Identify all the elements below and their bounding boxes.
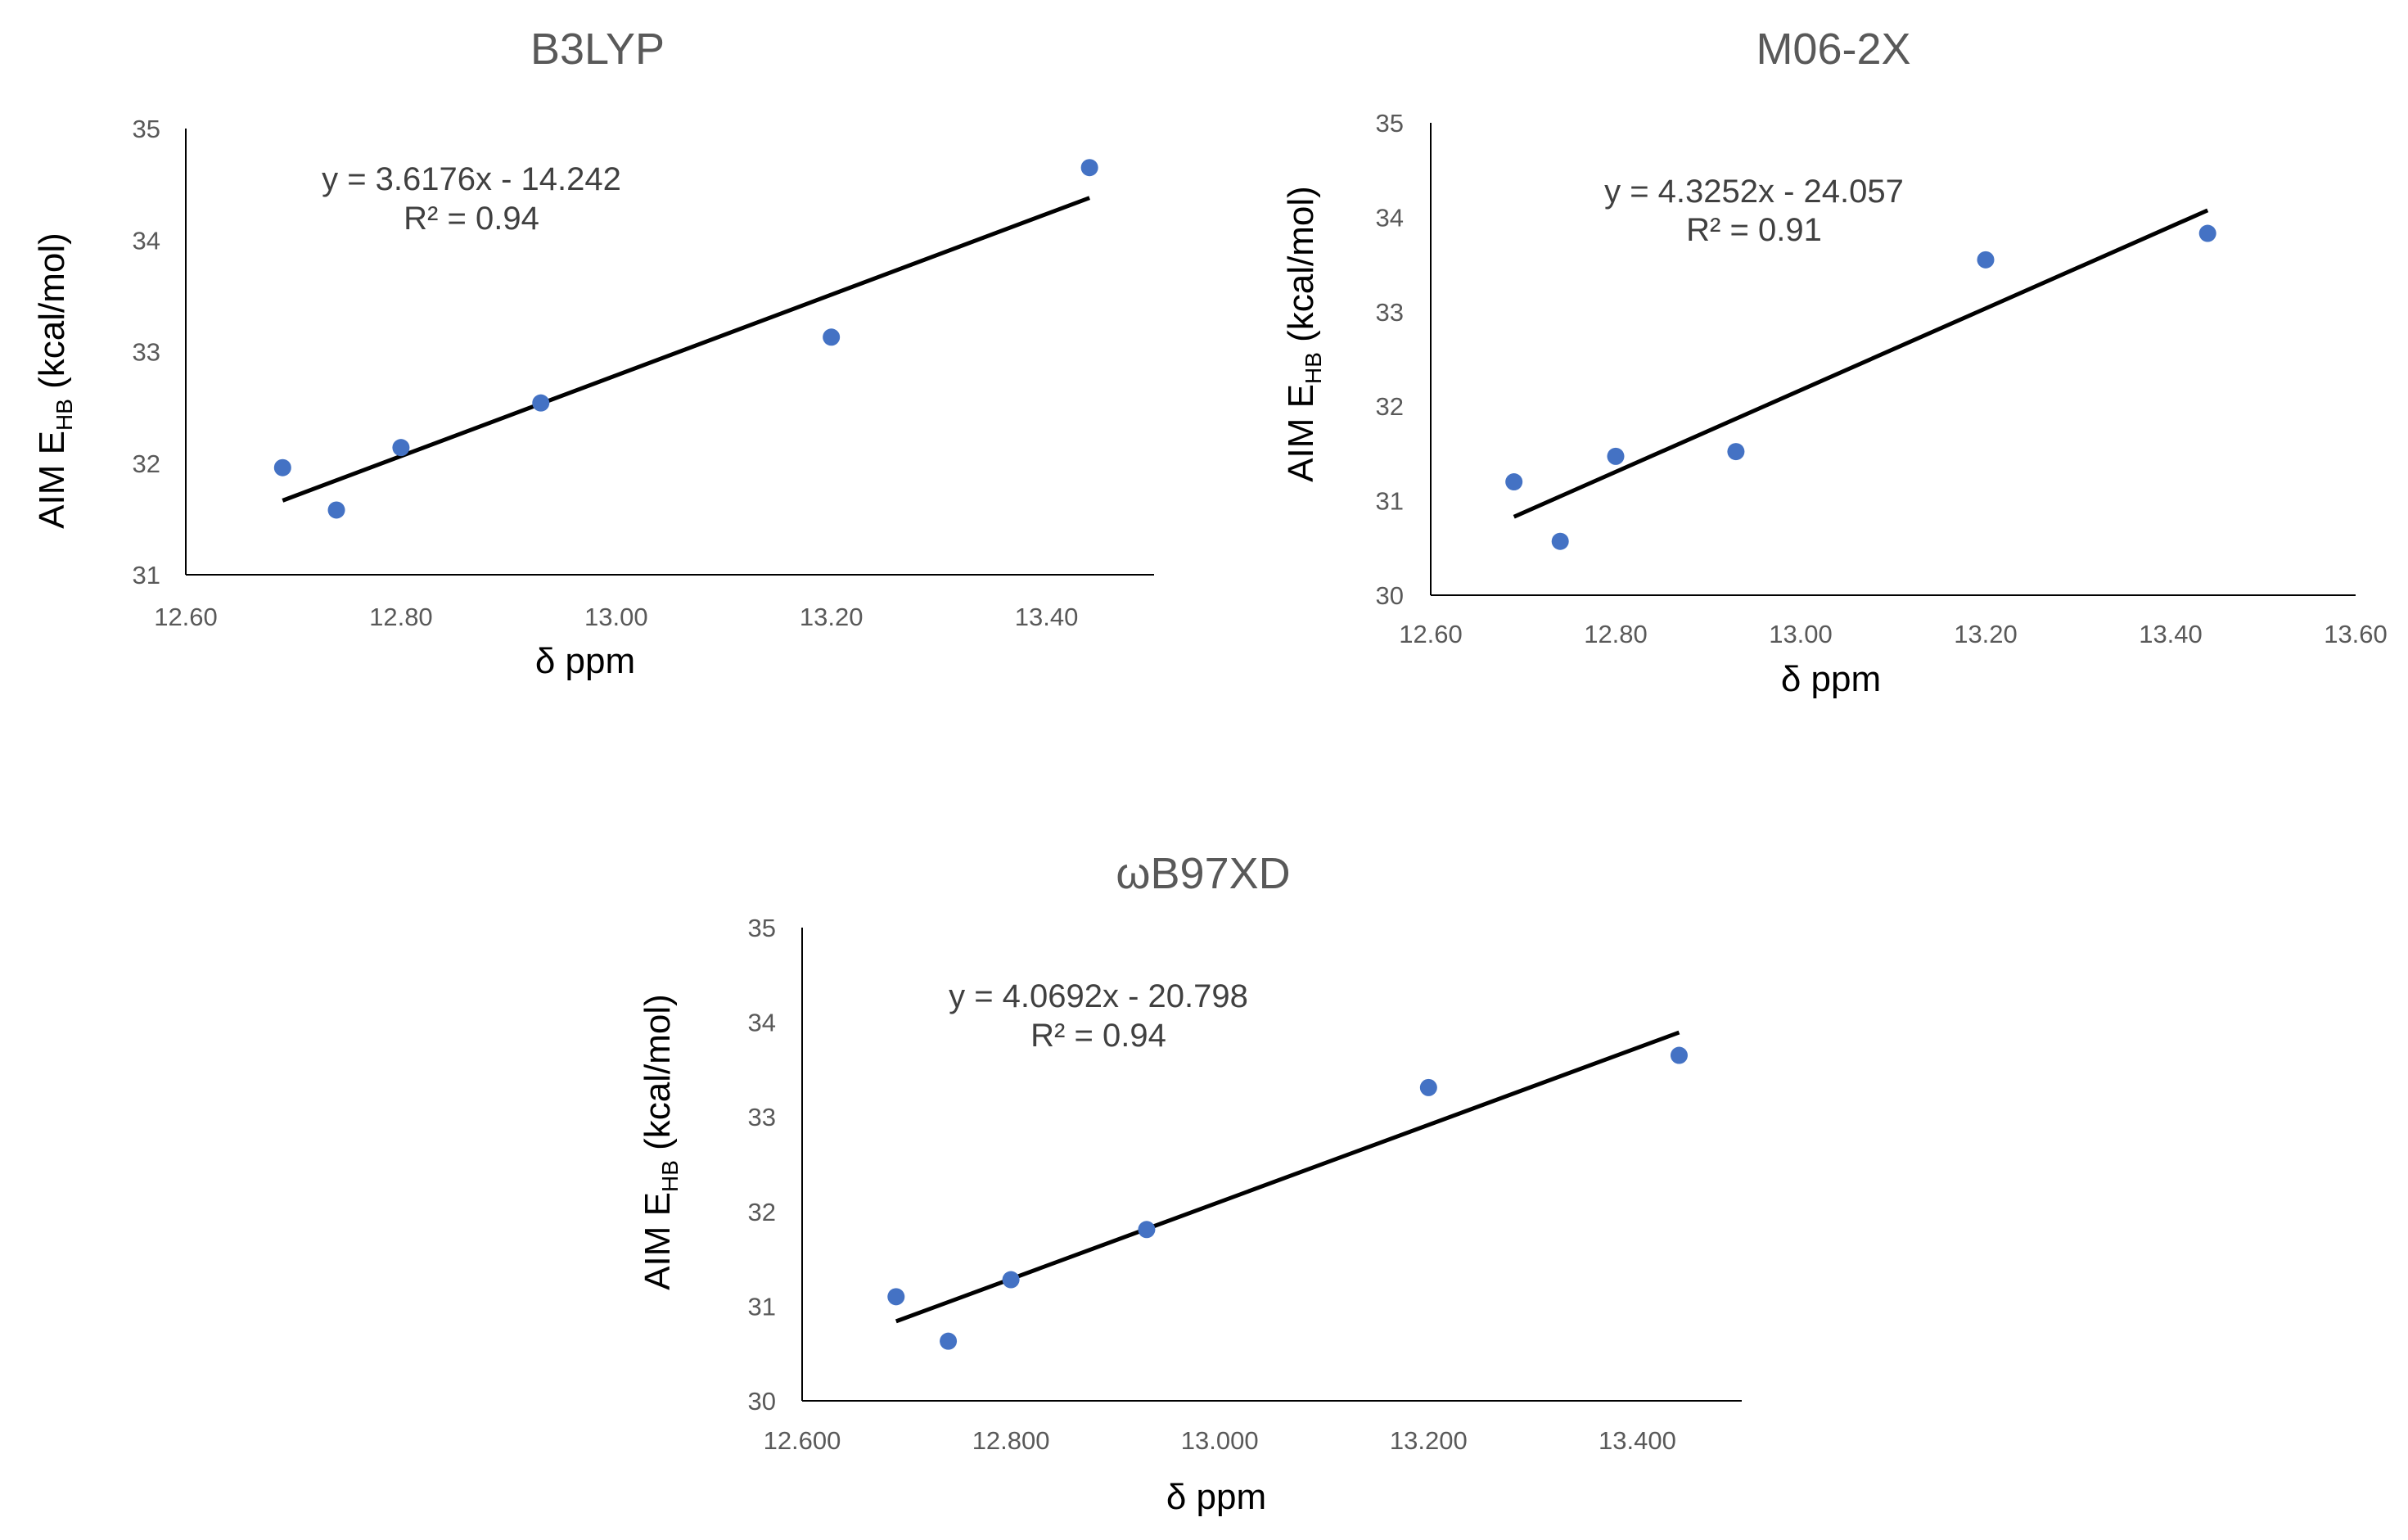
- y-tick-label: 32: [748, 1198, 776, 1226]
- y-tick-labels: 30 31 32 33 34 35: [748, 914, 776, 1416]
- data-point: [2198, 224, 2216, 242]
- data-point: [273, 458, 291, 476]
- data-point: [327, 501, 345, 519]
- x-axis-label: δ ppm: [535, 641, 635, 681]
- data-points: [1505, 224, 2216, 550]
- chart-title: ωB97XD: [1116, 849, 1290, 898]
- y-tick-label: 30: [1376, 581, 1404, 610]
- x-tick-label: 12.80: [1584, 620, 1648, 648]
- data-point: [823, 328, 841, 346]
- y-tick-label: 33: [748, 1103, 776, 1131]
- r-squared-label: R² = 0.94: [1030, 1018, 1166, 1054]
- chart-title: B3LYP: [530, 25, 665, 74]
- x-tick-label: 12.800: [972, 1426, 1050, 1455]
- data-point: [1419, 1078, 1437, 1096]
- y-axis-label: AIM EHB (kcal/mol): [32, 233, 77, 529]
- trendline-equation: y = 4.3252x - 24.057: [1604, 174, 1904, 210]
- chart-b3lyp: B3LYP 31 32 33 34 35 12.60 12.80 13.00 13.20 13.…: [32, 25, 1154, 681]
- trendline-layer: [1513, 208, 2209, 519]
- y-tick-label: 31: [1376, 487, 1404, 516]
- data-point: [1002, 1271, 1020, 1289]
- y-tick-label: 34: [748, 1009, 776, 1037]
- trendline: [282, 196, 1091, 503]
- r-squared-label: R² = 0.91: [1686, 212, 1822, 248]
- y-tick-label: 35: [748, 914, 776, 942]
- x-tick-label: 12.60: [1399, 620, 1463, 648]
- data-point: [1977, 251, 1995, 269]
- y-tick-label: 31: [748, 1292, 776, 1321]
- x-tick-label: 13.20: [800, 603, 864, 631]
- data-point: [532, 394, 550, 412]
- chart-m06-2x: M06-2X 30 31 32 33 34 35 12.60 12.80 13.00 13.20…: [1281, 25, 2388, 699]
- chart-wb97xd: ωB97XD 30 31 32 33 34 35 12.600 12.800 13.000 13…: [638, 849, 1742, 1517]
- x-axis-label: δ ppm: [1166, 1477, 1266, 1517]
- trendline-equation: y = 3.6176x - 14.242: [322, 161, 621, 197]
- trendline-layer: [282, 196, 1091, 503]
- data-point: [1670, 1046, 1688, 1064]
- y-tick-label: 32: [133, 449, 160, 478]
- data-point: [392, 439, 410, 457]
- x-tick-label: 13.20: [1954, 620, 2018, 648]
- x-tick-labels: 12.60 12.80 13.00 13.20 13.40: [154, 603, 1078, 631]
- y-tick-label: 35: [1376, 109, 1404, 138]
- x-tick-label: 13.00: [1769, 620, 1833, 648]
- data-points: [273, 159, 1098, 519]
- x-tick-labels: 12.60 12.80 13.00 13.20 13.40 13.60: [1399, 620, 2388, 648]
- x-tick-label: 12.80: [369, 603, 433, 631]
- y-tick-label: 33: [1376, 298, 1404, 327]
- data-point: [1607, 447, 1625, 465]
- x-tick-label: 13.40: [1015, 603, 1079, 631]
- trendline: [1513, 208, 2209, 519]
- x-tick-label: 12.600: [764, 1426, 841, 1455]
- y-tick-labels: 30 31 32 33 34 35: [1376, 109, 1404, 610]
- data-points: [887, 1046, 1688, 1350]
- y-tick-labels: 31 32 33 34 35: [133, 115, 160, 589]
- trendline-equation: y = 4.0692x - 20.798: [949, 978, 1248, 1014]
- y-tick-label: 34: [1376, 203, 1404, 232]
- data-point: [1138, 1221, 1156, 1239]
- chart-title: M06-2X: [1756, 25, 1910, 74]
- trendline: [895, 1030, 1680, 1324]
- y-tick-label: 35: [133, 115, 160, 143]
- y-tick-label: 34: [133, 226, 160, 255]
- y-tick-label: 32: [1376, 392, 1404, 421]
- x-axis-label: δ ppm: [1781, 659, 1881, 699]
- x-tick-labels: 12.600 12.800 13.000 13.200 13.400: [764, 1426, 1676, 1455]
- data-point: [887, 1288, 905, 1306]
- r-squared-label: R² = 0.94: [404, 201, 539, 237]
- x-tick-label: 13.00: [584, 603, 648, 631]
- data-point: [1505, 473, 1523, 491]
- x-tick-label: 13.40: [2139, 620, 2203, 648]
- y-tick-label: 30: [748, 1387, 776, 1416]
- x-tick-label: 13.000: [1181, 1426, 1259, 1455]
- x-tick-label: 13.60: [2324, 620, 2388, 648]
- y-tick-label: 33: [133, 338, 160, 367]
- x-tick-label: 13.200: [1390, 1426, 1468, 1455]
- y-tick-label: 31: [133, 561, 160, 589]
- data-point: [1080, 159, 1098, 177]
- y-axis-label: AIM EHB (kcal/mol): [638, 994, 683, 1290]
- x-tick-label: 13.400: [1599, 1426, 1676, 1455]
- data-point: [940, 1332, 958, 1350]
- x-tick-label: 12.60: [154, 603, 218, 631]
- data-point: [1727, 443, 1745, 461]
- data-point: [1551, 532, 1569, 550]
- y-axis-label: AIM EHB (kcal/mol): [1281, 186, 1326, 482]
- trendline-layer: [895, 1030, 1680, 1324]
